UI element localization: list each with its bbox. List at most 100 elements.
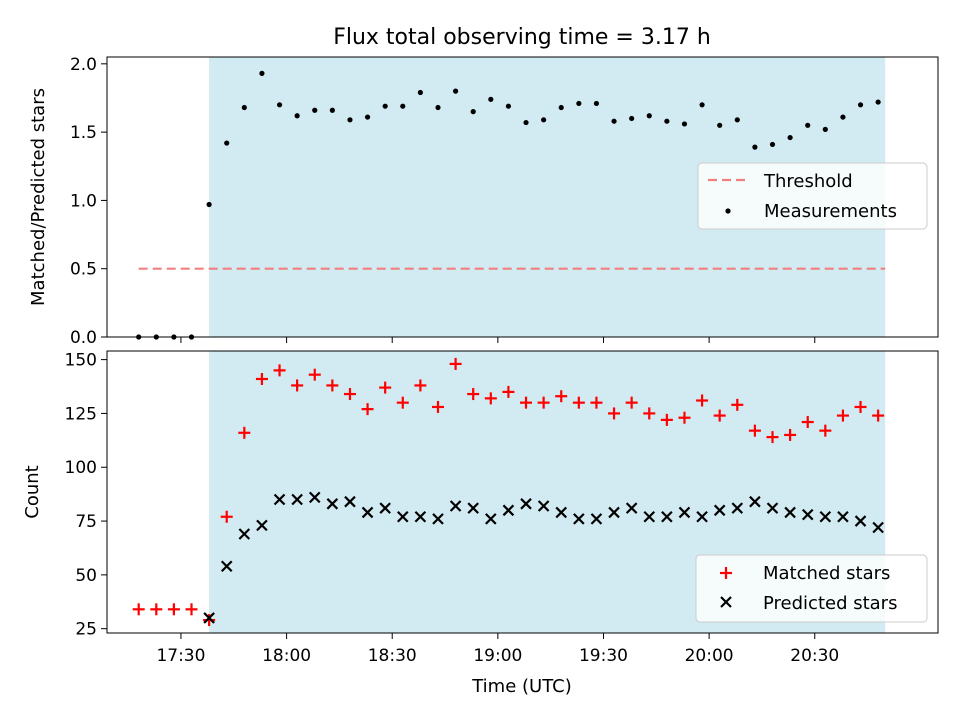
matched-stars-point (185, 603, 198, 616)
legend-matched-label: Matched stars (763, 563, 890, 584)
predicted-stars-point (573, 513, 585, 525)
measurement-point (629, 115, 635, 122)
x-tick-label: 20:00 (685, 646, 734, 666)
matched-stars-point (220, 510, 233, 523)
predicted-stars-point (643, 510, 656, 523)
predicted-stars-point (326, 498, 339, 510)
matched-stars-point (273, 364, 286, 377)
predicted-stars-point (238, 528, 251, 540)
predicted-stars-point (854, 515, 867, 527)
measurement-point (541, 117, 547, 123)
predicted-stars-point (220, 560, 233, 573)
top-y-axis-label: Matched/Predicted stars (28, 88, 49, 306)
matched-stars-point (766, 431, 779, 444)
matched-stars-points (132, 357, 885, 627)
top-x-axis-ticks (180, 337, 816, 343)
matched-stars-point (660, 413, 673, 426)
predicted-stars-point (361, 506, 374, 519)
top-panel: 0.00.51.01.52.0 Matched/Predicted stars … (28, 55, 939, 348)
y-tick-label: 2.0 (70, 55, 97, 75)
predicted-stars-point (379, 502, 391, 514)
measurement-point (488, 96, 494, 102)
predicted-stars-point (344, 495, 356, 508)
x-tick-label: 17:30 (156, 646, 205, 666)
matched-stars-point (255, 372, 268, 385)
matched-stars-point (748, 424, 761, 437)
measurement-point (505, 103, 512, 109)
top-legend-box (697, 162, 928, 230)
matched-stars-point (132, 603, 145, 616)
measurement-point (558, 104, 564, 111)
measurement-point (347, 117, 353, 123)
matched-stars-point (361, 403, 374, 416)
predicted-stars-point (749, 495, 761, 508)
predicted-stars-point (713, 504, 726, 517)
y-tick-label: 0.0 (70, 328, 97, 348)
matched-stars-point (343, 388, 356, 401)
matched-stars-point (537, 396, 550, 409)
y-tick-label: 0.5 (70, 260, 97, 280)
legend-predicted-label: Predicted stars (763, 593, 897, 614)
measurement-point (312, 107, 318, 113)
bottom-y-axis-label: Count (22, 465, 43, 518)
measurement-point (681, 121, 688, 127)
matched-stars-point (502, 385, 515, 398)
top-legend: Threshold Measurements (697, 162, 928, 230)
matched-stars-point (150, 603, 163, 616)
matched-stars-point (590, 396, 603, 409)
bottom-x-axis-ticks: 17:30 18:00 18:30 19:00 19:30 20:00 20:30 (156, 633, 839, 666)
y-tick-label: 50 (75, 566, 97, 586)
y-tick-label: 100 (65, 458, 97, 478)
predicted-stars-point (432, 513, 444, 525)
predicted-stars-point (520, 498, 532, 510)
matched-stars-point (308, 368, 321, 381)
predicted-stars-point (449, 500, 462, 512)
bottom-y-axis-ticks: 25 50 75 100 125 150 (65, 351, 107, 640)
measurement-point (382, 103, 388, 109)
x-tick-label: 19:30 (579, 646, 628, 666)
matched-stars-point (167, 603, 180, 616)
bottom-legend: Matched stars Predicted stars (695, 554, 928, 623)
legend-threshold-label: Threshold (763, 171, 853, 192)
measurement-point (364, 114, 371, 120)
measurement-point (717, 122, 723, 128)
measurement-points (136, 70, 881, 340)
matched-stars-point (467, 388, 480, 401)
measurement-point (276, 102, 283, 108)
predicted-stars-point (801, 508, 814, 521)
matched-stars-point (431, 400, 444, 413)
measurement-point (417, 89, 423, 96)
matched-stars-point (854, 400, 867, 413)
predicted-stars-point (608, 506, 620, 519)
matched-stars-point (678, 411, 691, 424)
measurement-point (206, 201, 212, 208)
matched-stars-point (572, 396, 585, 409)
predicted-stars-point (203, 612, 215, 624)
bottom-legend-box (695, 554, 928, 623)
x-tick-label: 18:00 (262, 646, 311, 666)
measurement-point (787, 134, 793, 141)
matched-stars-point (484, 392, 497, 405)
bottom-axes-frame (106, 350, 939, 634)
predicted-stars-point (837, 510, 849, 523)
x-tick-label: 19:00 (473, 646, 522, 666)
measurement-point (523, 119, 529, 126)
legend-predicted-swatch (720, 596, 732, 608)
top-y-axis-ticks: 0.0 0.5 1.0 1.5 2.0 (70, 55, 107, 348)
measurement-point (452, 88, 459, 94)
predicted-stars-point (819, 510, 832, 523)
measurement-point (611, 118, 617, 124)
y-tick-label: 75 (75, 512, 97, 532)
measurement-point (875, 99, 881, 105)
matched-stars-point (555, 390, 568, 403)
matched-stars-point (291, 379, 304, 392)
predicted-stars-point (555, 506, 568, 519)
measurement-point (699, 102, 705, 108)
predicted-stars-point (625, 502, 638, 514)
matched-stars-point (238, 426, 251, 439)
matched-stars-point (872, 409, 885, 422)
top-axes-frame (106, 56, 939, 338)
measurement-point (840, 114, 846, 120)
legend-measurements-label: Measurements (764, 201, 897, 222)
